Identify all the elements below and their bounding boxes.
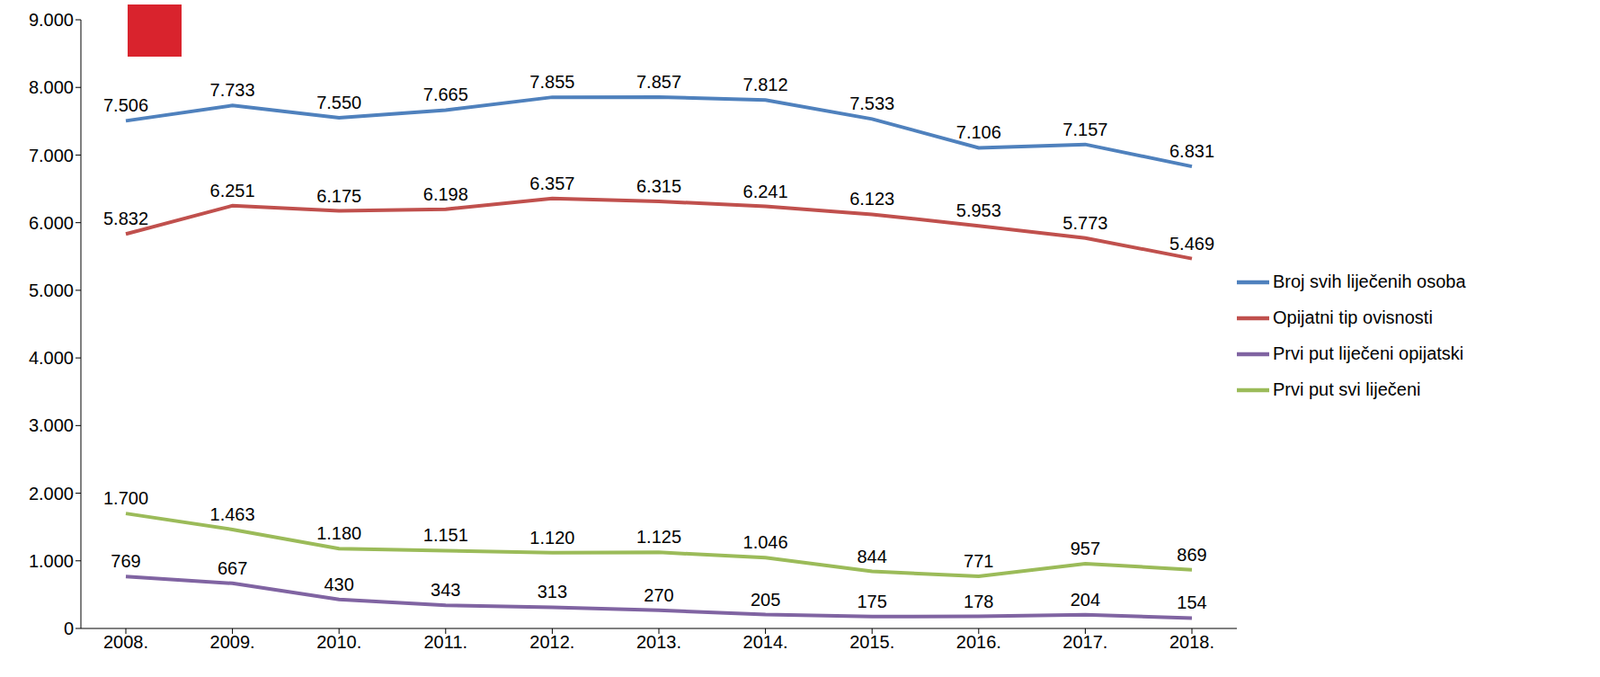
html-text:Opijatni tip ovisnosti: Opijatni tip ovisnosti [1272, 306, 1433, 327]
svg-text:7.000: 7.000 [28, 145, 74, 166]
html-text:Prvi put liječeni opijatski: Prvi put liječeni opijatski [1272, 342, 1464, 363]
svg-text:2018.: 2018. [1169, 631, 1215, 652]
svg-text:5.773: 5.773 [1062, 213, 1108, 233]
svg-text:844: 844 [857, 546, 888, 567]
svg-text:6.175: 6.175 [316, 186, 362, 206]
svg-text:869: 869 [1176, 544, 1207, 565]
svg-text:205: 205 [750, 589, 781, 610]
svg-text:1.151: 1.151 [423, 524, 469, 545]
svg-text:7.665: 7.665 [423, 84, 469, 105]
svg-text:1.180: 1.180 [316, 523, 362, 543]
svg-text:667: 667 [217, 558, 248, 578]
svg-text:6.357: 6.357 [529, 173, 575, 194]
svg-text:7.812: 7.812 [743, 74, 789, 95]
svg-text:270: 270 [643, 585, 674, 605]
svg-text:1.463: 1.463 [210, 504, 256, 525]
svg-text:178: 178 [963, 591, 994, 612]
svg-text:4.000: 4.000 [28, 347, 74, 368]
svg-text:2009.: 2009. [210, 631, 256, 652]
svg-text:2011.: 2011. [424, 631, 469, 652]
html-text:Broj svih liječenih osoba: Broj svih liječenih osoba [1272, 271, 1466, 291]
svg-text:2010.: 2010. [316, 631, 362, 652]
svg-text:7.550: 7.550 [316, 92, 362, 113]
svg-text:1.120: 1.120 [529, 527, 575, 548]
svg-text:7.733: 7.733 [210, 80, 256, 100]
svg-text:1.046: 1.046 [743, 532, 789, 552]
svg-text:430: 430 [324, 574, 355, 595]
svg-text:8.000: 8.000 [28, 77, 74, 98]
svg-text:175: 175 [857, 591, 888, 612]
svg-text:7.855: 7.855 [529, 71, 575, 92]
svg-text:9.000: 9.000 [28, 9, 74, 30]
svg-text:2008.: 2008. [103, 631, 149, 652]
svg-text:5.953: 5.953 [956, 200, 1002, 221]
svg-text:1.125: 1.125 [636, 526, 682, 547]
svg-text:6.251: 6.251 [210, 180, 256, 201]
svg-text:7.533: 7.533 [849, 93, 895, 114]
svg-text:6.000: 6.000 [28, 213, 74, 233]
svg-text:7.506: 7.506 [103, 95, 149, 116]
svg-text:154: 154 [1176, 592, 1207, 613]
svg-text:1.000: 1.000 [28, 551, 74, 571]
svg-text:5.000: 5.000 [28, 280, 74, 301]
svg-text:2015.: 2015. [849, 631, 895, 652]
svg-text:2014.: 2014. [743, 631, 789, 652]
svg-text:2012.: 2012. [529, 631, 575, 652]
svg-text:5.469: 5.469 [1169, 233, 1215, 254]
svg-text:769: 769 [110, 551, 141, 571]
svg-text:6.831: 6.831 [1169, 141, 1215, 161]
svg-text:7.157: 7.157 [1062, 119, 1108, 140]
svg-text:6.123: 6.123 [849, 188, 895, 209]
svg-text:6.241: 6.241 [743, 181, 789, 202]
svg-text:2016.: 2016. [956, 631, 1002, 652]
svg-text:2.000: 2.000 [28, 483, 74, 504]
svg-text:6.198: 6.198 [423, 184, 469, 205]
svg-text:5.832: 5.832 [103, 208, 149, 229]
svg-text:343: 343 [430, 579, 461, 600]
svg-text:204: 204 [1070, 589, 1101, 610]
svg-text:1.700: 1.700 [103, 488, 149, 508]
svg-text:0: 0 [63, 618, 74, 639]
svg-text:2017.: 2017. [1062, 631, 1108, 652]
svg-text:3.000: 3.000 [28, 415, 74, 436]
svg-text:957: 957 [1070, 538, 1101, 559]
svg-text:313: 313 [537, 581, 568, 602]
svg-text:2013.: 2013. [636, 631, 682, 652]
svg-text:771: 771 [963, 551, 994, 571]
svg-text:6.315: 6.315 [636, 176, 682, 196]
svg-text:7.106: 7.106 [956, 122, 1002, 143]
html-text:Prvi put svi liječeni: Prvi put svi liječeni [1272, 378, 1421, 399]
svg-text:7.857: 7.857 [636, 71, 682, 92]
